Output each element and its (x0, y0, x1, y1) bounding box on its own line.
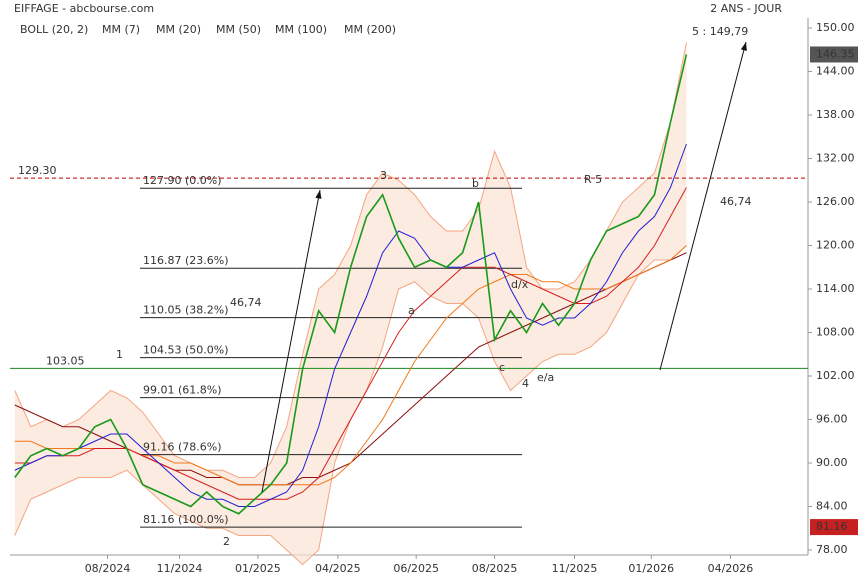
last_price-label: 146.35 (816, 47, 855, 60)
series-line (14, 54, 688, 515)
x-tick-label: 04/2025 (315, 562, 361, 575)
period: 2 ANS - JOUR (710, 2, 782, 15)
legend-label: MM (7) (102, 23, 140, 36)
annotation: 1 (116, 348, 123, 361)
legend-label: MM (50) (216, 23, 261, 36)
last_price-box (810, 46, 858, 63)
arrow-line (261, 189, 321, 493)
low_price-box (810, 519, 858, 536)
y-tick-label: 108.00 (816, 326, 855, 339)
y-tick-label: 84.00 (816, 499, 848, 512)
x-tick-label: 08/2025 (472, 562, 518, 575)
series-line (14, 143, 687, 507)
fib-label: 116.87 (23.6%) (143, 254, 229, 267)
annotation: e/a (537, 371, 554, 384)
y-tick-label: 126.00 (816, 195, 855, 208)
fib-label: 104.53 (50.0%) (143, 344, 229, 357)
y-tick-label: 150.00 (816, 21, 855, 34)
chart-title: EIFFAGE - abcbourse.com (14, 2, 154, 15)
arrow-head (315, 190, 322, 199)
band-fill (14, 42, 687, 565)
x-tick-label: 06/2025 (393, 562, 439, 575)
support-label: 103.05 (46, 354, 85, 367)
x-tick-label: 08/2024 (85, 562, 131, 575)
x-tick-label: 11/2024 (157, 562, 203, 575)
arrow-line (659, 41, 747, 371)
legend-label: MM (20) (156, 23, 201, 36)
y-tick-label: 114.00 (816, 282, 855, 295)
band-upper (14, 42, 687, 478)
y-tick-label: 102.00 (816, 369, 855, 382)
annotation: 2 (223, 535, 230, 548)
x-tick-label: 01/2025 (235, 562, 281, 575)
fib-label: 81.16 (100.0%) (143, 513, 229, 526)
fib-label: 110.05 (38.2%) (143, 304, 229, 317)
annotation: 3 (380, 169, 387, 182)
y-tick-label: 96.00 (816, 413, 848, 426)
annotation: c (499, 361, 505, 374)
y-tick-label: 144.00 (816, 65, 855, 78)
y-tick-label: 90.00 (816, 456, 848, 469)
annotation: a (408, 304, 415, 317)
x-tick-label: 11/2025 (552, 562, 598, 575)
annotation: 46,74 (720, 195, 752, 208)
x-tick-label: 04/2026 (708, 562, 754, 575)
resistance-label: 129.30 (18, 164, 57, 177)
x-tick-label: 01/2026 (628, 562, 674, 575)
legend-label: MM (100) (275, 23, 327, 36)
arrow-head (740, 42, 747, 51)
legend-label: BOLL (20, 2) (20, 23, 88, 36)
legend-label: MM (200) (344, 23, 396, 36)
annotation: b (472, 177, 479, 190)
fib-label: 91.16 (78.6%) (143, 441, 222, 454)
y-tick-label: 120.00 (816, 239, 855, 252)
annotation: R 5 (584, 173, 602, 186)
annotation: d/x (511, 278, 529, 291)
annotation: 5 : 149,79 (692, 25, 748, 38)
y-tick-label: 78.00 (816, 543, 848, 556)
fib-label: 99.01 (61.8%) (143, 384, 222, 397)
y-tick-label: 138.00 (816, 108, 855, 121)
annotation: 4 (522, 377, 529, 390)
fib-label: 127.90 (0.0%) (143, 174, 222, 187)
annotation: 46,74 (230, 296, 262, 309)
low_price-label: 81.16 (816, 520, 848, 533)
y-tick-label: 132.00 (816, 152, 855, 165)
